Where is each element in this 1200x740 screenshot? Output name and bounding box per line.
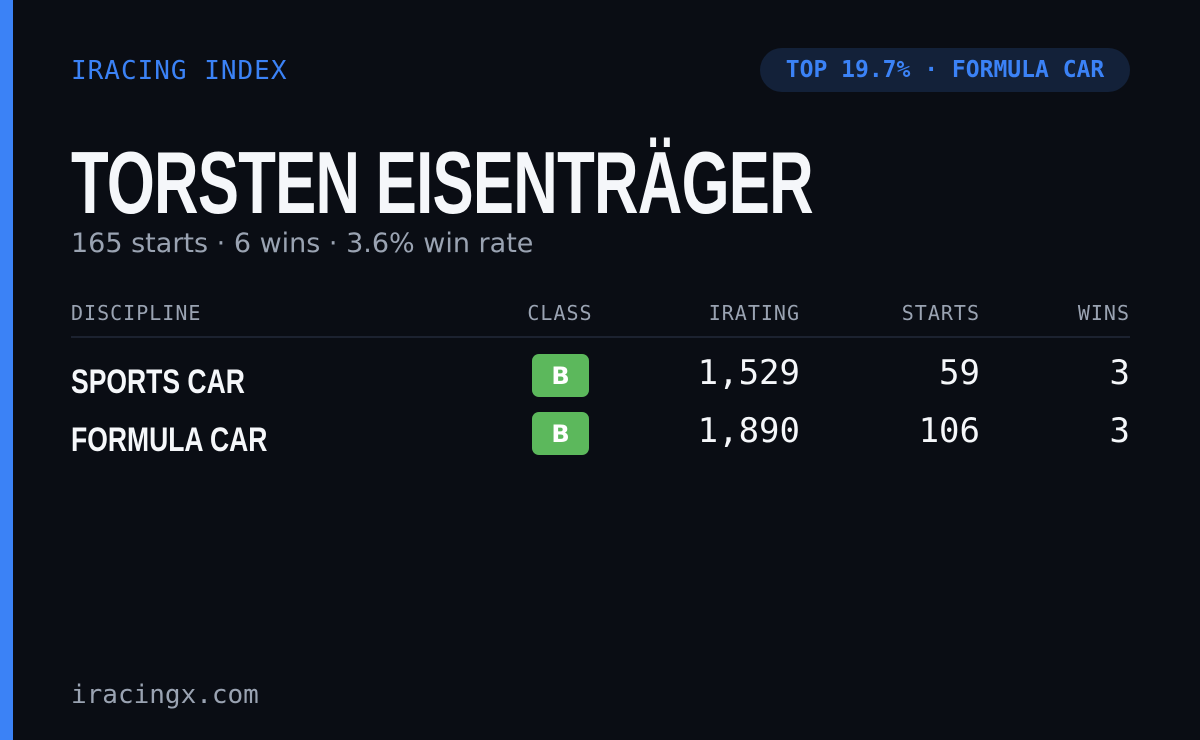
column-header: WINS: [1077, 301, 1130, 325]
wins: 3: [1109, 353, 1130, 393]
driver-summary: 165 starts · 6 wins · 3.6% win rate: [71, 228, 534, 259]
column-header: CLASS: [527, 301, 593, 325]
discipline: FORMULA CAR: [71, 421, 268, 459]
irating: 1,890: [697, 411, 800, 451]
discipline: SPORTS CAR: [71, 363, 245, 401]
starts: 106: [918, 411, 980, 451]
column-header: IRATING: [708, 301, 800, 325]
class-badge: B: [532, 412, 589, 455]
rank-badge: TOP 19.7% · FORMULA CAR: [760, 48, 1130, 92]
accent-stripe: [0, 0, 13, 740]
starts: 59: [939, 353, 980, 393]
irating: 1,529: [697, 353, 800, 393]
class-badge: B: [532, 354, 589, 397]
wins: 3: [1109, 411, 1130, 451]
brand: IRACING INDEX: [71, 56, 288, 86]
column-header: DISCIPLINE: [71, 301, 202, 325]
footer-site: iracingx.com: [71, 680, 259, 710]
header-rule: [71, 336, 1130, 338]
driver-name: TORSTEN EISENTRÄGER: [71, 133, 814, 232]
column-header: STARTS: [901, 301, 980, 325]
